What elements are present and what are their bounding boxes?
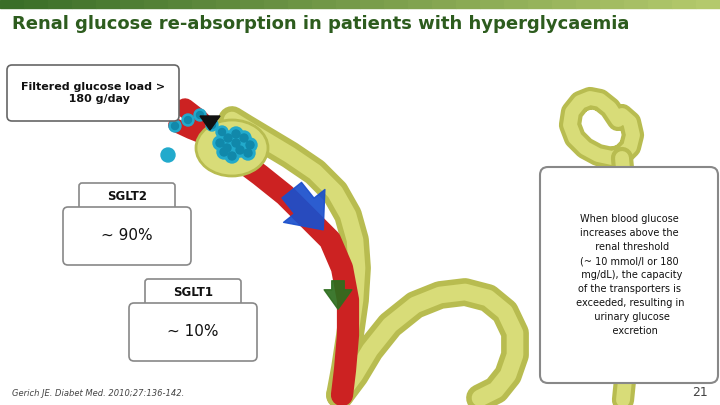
FancyArrowPatch shape <box>282 182 325 230</box>
Circle shape <box>223 144 231 152</box>
Circle shape <box>237 131 251 145</box>
Bar <box>168 0 192 8</box>
FancyBboxPatch shape <box>540 167 718 383</box>
Bar <box>696 0 720 8</box>
Circle shape <box>229 127 243 141</box>
Bar <box>264 0 288 8</box>
Circle shape <box>233 143 247 157</box>
Circle shape <box>236 146 244 154</box>
Bar <box>408 0 432 8</box>
Bar <box>648 0 672 8</box>
Bar <box>72 0 96 8</box>
Circle shape <box>224 134 232 142</box>
Bar <box>96 0 120 8</box>
Bar <box>432 0 456 8</box>
Bar <box>288 0 312 8</box>
Ellipse shape <box>196 120 268 176</box>
Circle shape <box>232 139 240 147</box>
Polygon shape <box>200 116 220 130</box>
Bar <box>120 0 144 8</box>
FancyBboxPatch shape <box>129 303 257 361</box>
Bar <box>384 0 408 8</box>
Circle shape <box>225 149 239 163</box>
Bar <box>624 0 648 8</box>
Circle shape <box>220 148 228 156</box>
Text: SGLT1: SGLT1 <box>173 286 213 300</box>
FancyBboxPatch shape <box>63 207 191 265</box>
Circle shape <box>221 131 235 145</box>
Circle shape <box>244 149 252 157</box>
Bar <box>480 0 504 8</box>
Bar <box>24 0 48 8</box>
Circle shape <box>161 148 175 162</box>
Text: ~ 10%: ~ 10% <box>167 324 219 339</box>
Bar <box>360 0 384 8</box>
Bar <box>504 0 528 8</box>
Text: SGLT2: SGLT2 <box>107 190 147 203</box>
Circle shape <box>184 117 192 124</box>
Circle shape <box>169 120 181 132</box>
Circle shape <box>171 122 179 130</box>
Circle shape <box>197 111 204 119</box>
Bar <box>0 0 24 8</box>
Bar <box>552 0 576 8</box>
Circle shape <box>220 141 234 155</box>
Bar <box>456 0 480 8</box>
Text: Filtered glucose load >
   180 g/day: Filtered glucose load > 180 g/day <box>21 82 165 104</box>
Circle shape <box>243 138 257 152</box>
Text: When blood glucose
increases above the
  renal threshold
(~ 10 mmol/l or 180
  m: When blood glucose increases above the r… <box>573 214 685 336</box>
Bar <box>528 0 552 8</box>
Circle shape <box>216 126 228 138</box>
Circle shape <box>217 145 231 159</box>
Bar <box>600 0 624 8</box>
Bar <box>672 0 696 8</box>
FancyBboxPatch shape <box>145 279 241 307</box>
Circle shape <box>228 152 236 160</box>
Bar <box>576 0 600 8</box>
Bar <box>312 0 336 8</box>
Circle shape <box>206 119 218 131</box>
Bar <box>144 0 168 8</box>
Bar <box>48 0 72 8</box>
Text: Renal glucose re-absorption in patients with hyperglycaemia: Renal glucose re-absorption in patients … <box>12 15 629 33</box>
Bar <box>192 0 216 8</box>
Circle shape <box>182 114 194 126</box>
FancyBboxPatch shape <box>79 183 175 211</box>
Circle shape <box>241 146 255 160</box>
FancyBboxPatch shape <box>7 65 179 121</box>
Bar <box>216 0 240 8</box>
Circle shape <box>216 139 224 147</box>
Circle shape <box>232 130 240 138</box>
Circle shape <box>213 136 227 150</box>
Bar <box>240 0 264 8</box>
Bar <box>336 0 360 8</box>
Text: Gerich JE. Diabet Med. 2010;27:136-142.: Gerich JE. Diabet Med. 2010;27:136-142. <box>12 388 184 397</box>
Circle shape <box>194 109 206 121</box>
Circle shape <box>229 136 243 150</box>
Text: ~ 90%: ~ 90% <box>102 228 153 243</box>
Circle shape <box>246 141 254 149</box>
Circle shape <box>218 128 225 136</box>
Text: 21: 21 <box>692 386 708 399</box>
Circle shape <box>209 122 215 128</box>
Circle shape <box>240 134 248 142</box>
FancyArrowPatch shape <box>324 281 352 309</box>
